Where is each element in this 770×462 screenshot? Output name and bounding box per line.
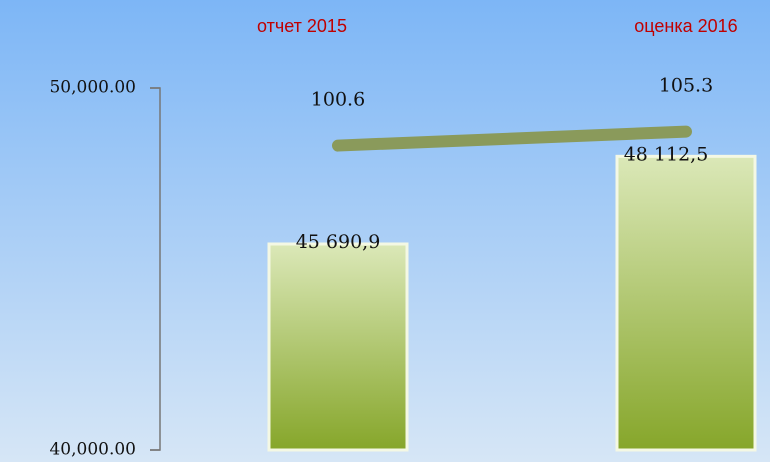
- y-tick-label: 40,000.00: [49, 440, 136, 460]
- value-label: 45 690,9: [296, 231, 381, 253]
- y-tick-label: 50,000.00: [49, 78, 136, 98]
- line-label: 100.6: [311, 89, 365, 111]
- line: [332, 125, 692, 152]
- bar: [267, 242, 409, 452]
- value-label: 48 112,5: [624, 143, 709, 165]
- line-label: 105.3: [659, 75, 713, 97]
- category-label: оценка 2016: [634, 16, 737, 36]
- category-label: отчет 2015: [257, 16, 347, 36]
- bar: [615, 154, 757, 452]
